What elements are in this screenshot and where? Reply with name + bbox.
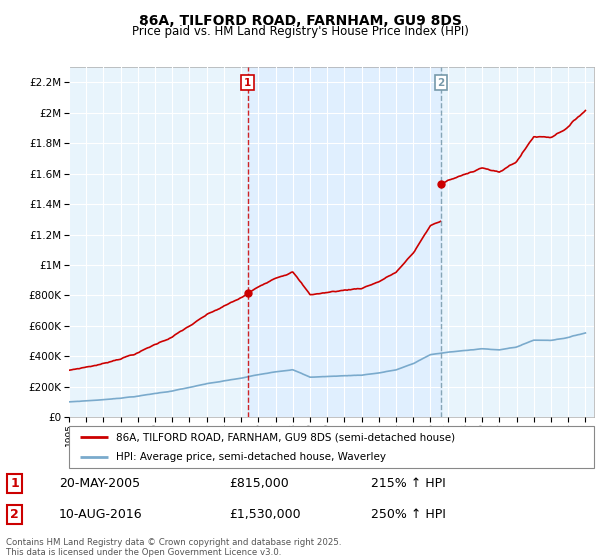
Bar [248,67,441,417]
Text: 250% ↑ HPI: 250% ↑ HPI [371,508,445,521]
Text: 1: 1 [244,78,251,88]
Text: HPI: Average price, semi-detached house, Waverley: HPI: Average price, semi-detached house,… [116,452,386,461]
Text: £1,530,000: £1,530,000 [229,508,301,521]
Text: 1: 1 [10,477,19,490]
Text: 2: 2 [437,78,445,88]
Text: 2: 2 [10,508,19,521]
Text: 20-MAY-2005: 20-MAY-2005 [59,477,140,490]
Text: Price paid vs. HM Land Registry's House Price Index (HPI): Price paid vs. HM Land Registry's House … [131,25,469,38]
Text: 215% ↑ HPI: 215% ↑ HPI [371,477,445,490]
Text: 10-AUG-2016: 10-AUG-2016 [59,508,143,521]
Text: £815,000: £815,000 [229,477,289,490]
Text: 86A, TILFORD ROAD, FARNHAM, GU9 8DS (semi-detached house): 86A, TILFORD ROAD, FARNHAM, GU9 8DS (sem… [116,432,455,442]
Text: Contains HM Land Registry data © Crown copyright and database right 2025.
This d: Contains HM Land Registry data © Crown c… [6,538,341,557]
FancyBboxPatch shape [69,426,594,468]
Text: 86A, TILFORD ROAD, FARNHAM, GU9 8DS: 86A, TILFORD ROAD, FARNHAM, GU9 8DS [139,14,461,28]
